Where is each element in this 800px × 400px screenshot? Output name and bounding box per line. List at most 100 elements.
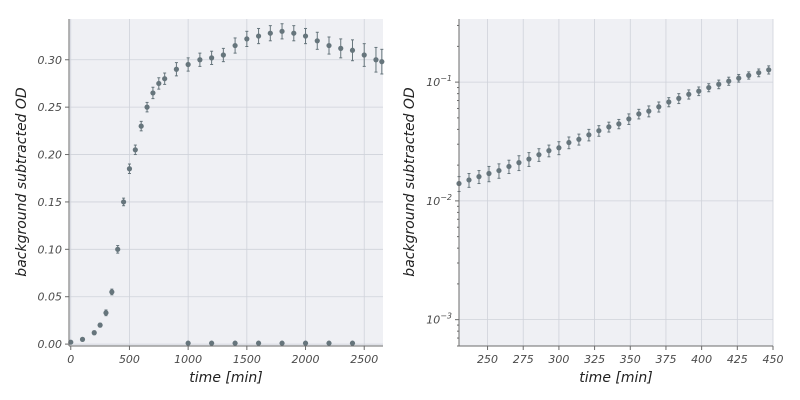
point-marker bbox=[606, 124, 612, 130]
right-x-tick-label: 450 bbox=[763, 353, 784, 366]
data-point bbox=[326, 36, 332, 55]
data-point bbox=[197, 52, 203, 67]
point-marker bbox=[349, 47, 356, 53]
right-x-tick-label: 250 bbox=[477, 353, 498, 366]
left-x-tick-label: 1500 bbox=[233, 353, 261, 366]
point-marker bbox=[209, 55, 215, 61]
point-marker bbox=[476, 174, 482, 180]
left-y-tick-label: 0.20 bbox=[38, 149, 63, 162]
data-point bbox=[132, 144, 138, 156]
data-point bbox=[126, 163, 133, 174]
data-point bbox=[706, 83, 712, 93]
data-point bbox=[516, 155, 522, 172]
point-marker bbox=[97, 322, 103, 328]
data-point bbox=[279, 23, 285, 40]
data-point bbox=[636, 108, 642, 120]
point-marker bbox=[379, 59, 385, 65]
point-marker bbox=[361, 52, 367, 58]
left-x-tick-label: 2500 bbox=[350, 353, 378, 366]
data-point bbox=[556, 141, 562, 156]
data-point bbox=[209, 340, 215, 346]
data-point bbox=[606, 121, 612, 133]
data-point bbox=[349, 39, 356, 62]
data-point bbox=[156, 77, 162, 90]
left-y-tick-label: 0.30 bbox=[38, 54, 63, 67]
point-marker bbox=[91, 330, 97, 336]
point-marker bbox=[232, 42, 238, 49]
right-series bbox=[456, 65, 772, 192]
point-marker bbox=[696, 88, 702, 94]
point-marker bbox=[255, 33, 262, 39]
data-point bbox=[91, 330, 97, 336]
left-x-ticks: 0 500 1000 1500 2000 2500 bbox=[67, 346, 378, 366]
point-marker bbox=[232, 340, 238, 346]
right-x-tick-label: 300 bbox=[548, 353, 569, 366]
data-point bbox=[716, 79, 722, 90]
data-point bbox=[676, 93, 682, 105]
point-marker bbox=[566, 139, 572, 146]
left-grid bbox=[69, 19, 383, 346]
point-marker bbox=[626, 116, 632, 122]
point-marker bbox=[79, 336, 86, 342]
point-marker bbox=[496, 167, 502, 174]
data-point bbox=[496, 163, 502, 179]
point-marker bbox=[279, 28, 285, 34]
point-marker bbox=[576, 136, 582, 142]
point-marker bbox=[736, 75, 742, 81]
point-marker bbox=[676, 95, 682, 101]
point-marker bbox=[546, 148, 552, 154]
point-marker bbox=[766, 67, 772, 73]
left-x-tick-label: 0 bbox=[67, 353, 74, 366]
data-point bbox=[736, 73, 742, 83]
right-plot-background bbox=[459, 19, 773, 346]
point-marker bbox=[666, 99, 672, 105]
data-point bbox=[586, 128, 592, 142]
point-marker bbox=[716, 81, 722, 87]
point-marker bbox=[586, 132, 592, 138]
data-point bbox=[476, 170, 482, 185]
left-y-ticks: 0.00 0.05 0.10 0.15 0.20 0.25 0.30 bbox=[38, 54, 69, 351]
data-point bbox=[302, 340, 309, 346]
right-x-tick-label: 350 bbox=[620, 353, 641, 366]
left-y-tick-label: 0.00 bbox=[38, 338, 63, 351]
data-point bbox=[546, 144, 552, 158]
point-marker bbox=[150, 90, 156, 96]
left-x-axis-title: time [min] bbox=[189, 370, 262, 386]
data-point bbox=[255, 27, 262, 45]
data-point bbox=[97, 322, 103, 328]
data-point bbox=[302, 27, 309, 45]
point-marker bbox=[185, 61, 191, 68]
left-y-tick-label: 0.05 bbox=[38, 291, 63, 304]
point-marker bbox=[173, 66, 180, 72]
point-marker bbox=[536, 152, 542, 158]
right-y-tick-label: 10−2 bbox=[426, 193, 452, 208]
point-marker bbox=[162, 76, 168, 82]
left-y-axis-title: background subtracted OD bbox=[14, 87, 30, 277]
data-point bbox=[291, 25, 297, 42]
data-point bbox=[109, 288, 115, 296]
point-marker bbox=[209, 340, 215, 346]
data-point bbox=[173, 62, 180, 77]
point-marker bbox=[302, 340, 309, 346]
right-x-tick-label: 400 bbox=[691, 353, 712, 366]
right-y-tick-label: 10−1 bbox=[426, 74, 452, 89]
data-point bbox=[486, 165, 492, 183]
point-marker bbox=[556, 145, 562, 151]
data-point bbox=[232, 37, 238, 54]
data-point bbox=[185, 340, 191, 346]
data-point bbox=[279, 340, 285, 346]
point-marker bbox=[144, 104, 150, 110]
point-marker bbox=[115, 246, 121, 252]
data-point bbox=[162, 72, 168, 85]
data-point bbox=[696, 86, 702, 97]
right-x-tick-label: 375 bbox=[655, 353, 676, 366]
data-point bbox=[666, 97, 672, 108]
data-point bbox=[373, 46, 379, 73]
point-marker bbox=[656, 104, 662, 110]
data-point bbox=[220, 47, 226, 63]
data-point bbox=[379, 48, 385, 75]
data-point bbox=[209, 50, 215, 65]
data-point bbox=[326, 340, 332, 346]
point-marker bbox=[291, 30, 297, 36]
